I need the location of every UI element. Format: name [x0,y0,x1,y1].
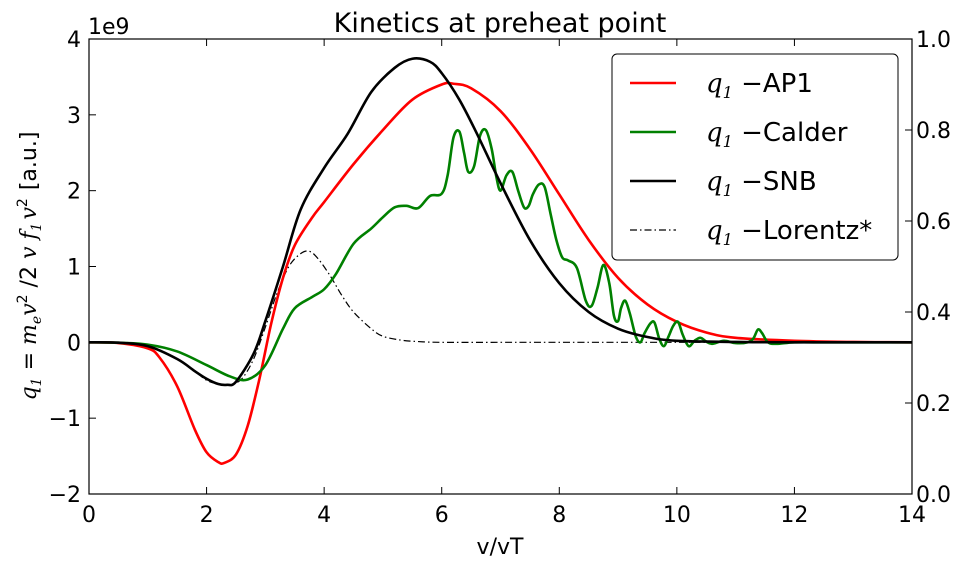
y-tick-label: 0 [67,331,81,356]
y-label-slash: /2 [17,259,42,294]
y-axis-label: q1 = mev2 /2 v f1v2[a.u.] [15,132,45,401]
legend-label: q1 −Lorentz* [706,216,872,249]
legend-label: q1 −Calder [706,118,848,151]
y2-tick-label: 0.8 [916,119,951,144]
y2-tick-label: 0.2 [916,392,951,417]
x-tick-label: 10 [663,503,691,528]
y-label-sup: 2 [15,294,31,303]
y-label-v2: v [17,207,42,220]
y-offset-text: 1e9 [88,15,130,40]
x-axis-label: v/vT [477,535,524,560]
y2-tick-label: 1.0 [916,28,951,53]
y-tick-label: 4 [67,28,81,53]
x-tick-label: 14 [898,503,926,528]
y-label-eq: = [17,345,42,377]
series-line-ap1 [88,81,913,465]
y2-tick-label: 0.6 [916,210,951,235]
legend-label: q1 −AP1 [706,69,813,102]
y-tick-label: −1 [49,407,81,432]
legend-entries: q1 −AP1 q1 −Calder q1 −SNB q1 −Lorentz* [630,69,872,249]
y2-tick-label: 0.4 [916,301,951,326]
y2-tick-label: 0.0 [916,483,951,508]
y-label-f-sub: 1 [29,223,45,232]
y-tick-label: −2 [49,483,81,508]
y-label-q: q [17,386,42,400]
series-layer [88,57,913,465]
x-tick-label: 2 [200,503,214,528]
y-label-vf: v f [17,228,42,259]
legend-box [611,53,899,261]
y-label-sup-2: 2 [15,198,31,207]
y-tick-label: 1 [67,256,81,281]
x-tick-label: 6 [435,503,449,528]
x-tick-label: 0 [82,503,96,528]
x-tick-label: 8 [552,503,566,528]
chart-title: Kinetics at preheat point [334,8,667,39]
legend-label: q1 −SNB [706,167,817,200]
legend: q1 −AP1 q1 −Calder q1 −SNB q1 −Lorentz* [611,53,899,261]
y-label-unit: [a.u.] [17,132,42,191]
y-label-q-sub: 1 [29,377,45,386]
plot-frame [88,38,913,495]
y-label-v: v [17,303,42,316]
y-label-m-sub: e [29,316,45,324]
y-tick-label: 3 [67,104,81,129]
y-label-m: m [17,324,42,345]
y-tick-label: 2 [67,180,81,205]
series-line-snb [88,57,913,387]
x-tick-label: 12 [780,503,808,528]
x-tick-label: 4 [317,503,331,528]
